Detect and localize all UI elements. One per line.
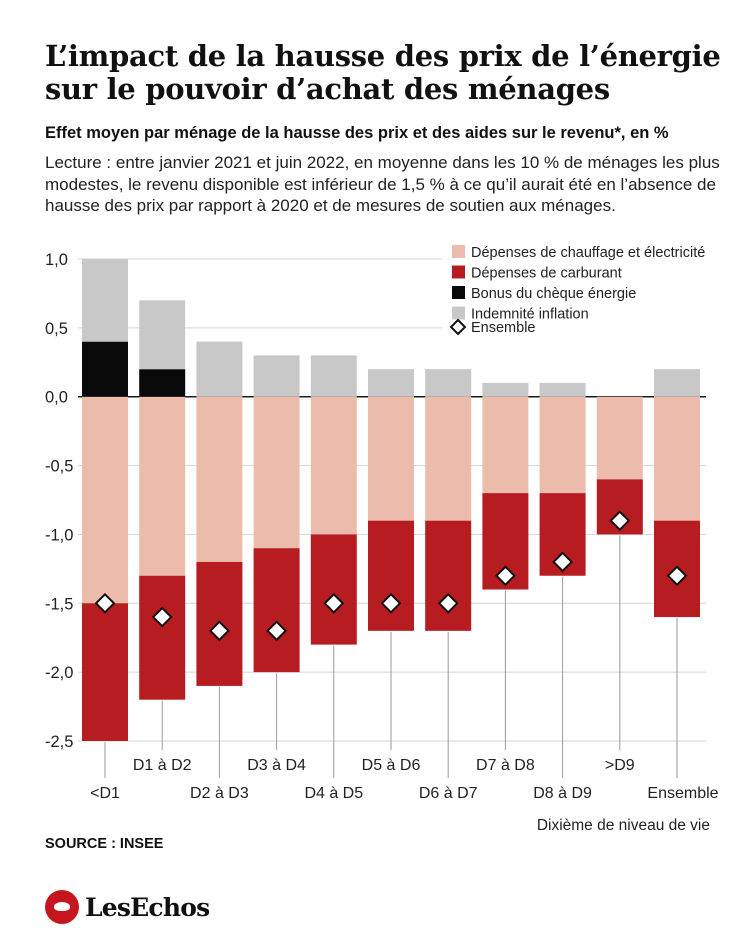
bar-depenses-de-carburant bbox=[253, 548, 300, 673]
x-tick-label: Ensemble bbox=[647, 785, 718, 802]
total-diamond-marker bbox=[380, 592, 402, 614]
total-diamond-marker bbox=[323, 592, 345, 614]
x-axis-title: Dixième de niveau de vie bbox=[537, 817, 710, 834]
bar-depenses-de-carburant bbox=[310, 534, 357, 645]
total-diamond-marker bbox=[437, 592, 459, 614]
bar-bonus-du-cheque-energie bbox=[139, 369, 186, 397]
bar-indemnite-inflation bbox=[368, 369, 414, 397]
legend-swatch-indemnite-inflation bbox=[452, 306, 465, 320]
x-tick-label: D6 à D7 bbox=[419, 785, 478, 802]
bar-indemnite-inflation bbox=[425, 369, 472, 397]
y-tick-label: -1,0 bbox=[45, 526, 73, 544]
bar-depenses-de-carburant bbox=[368, 520, 414, 631]
bar-indemnite-inflation bbox=[82, 259, 128, 342]
chart-title: L’impact de la hausse des prix de l’éner… bbox=[45, 40, 735, 106]
bar-depenses-de-chauffage-et-electricite bbox=[310, 396, 357, 535]
bar-depenses-de-carburant bbox=[425, 520, 472, 631]
brand-logo: LesEchos bbox=[45, 889, 210, 925]
total-diamond-marker bbox=[208, 620, 230, 642]
bar-depenses-de-chauffage-et-electricite bbox=[253, 396, 300, 549]
x-tick-label: D8 à D9 bbox=[533, 785, 592, 802]
total-diamond-marker bbox=[266, 620, 288, 642]
title-line-2: sur le pouvoir d’achat des ménages bbox=[45, 72, 610, 106]
y-tick-label: -0,5 bbox=[45, 458, 73, 476]
y-tick-label: 0,0 bbox=[45, 389, 68, 407]
source-label: SOURCE : INSEE bbox=[45, 836, 164, 852]
bar-depenses-de-chauffage-et-electricite bbox=[139, 396, 186, 576]
y-axis-ticks: 1,0 0,5 0,0 -0,5 -1,0 -1,5 -2,0 -2,5 bbox=[45, 251, 73, 751]
y-tick-label: -1,5 bbox=[45, 595, 73, 613]
legend-swatch-bonus-du-cheque-energie bbox=[452, 286, 465, 299]
bars bbox=[82, 259, 700, 741]
x-tick-label: D5 à D6 bbox=[362, 757, 421, 774]
bar-depenses-de-carburant bbox=[82, 603, 128, 741]
x-tick-label: D2 à D3 bbox=[190, 785, 249, 802]
bar-depenses-de-chauffage-et-electricite bbox=[482, 396, 529, 494]
legend-diamond-icon bbox=[449, 318, 467, 336]
x-tick-label: >D9 bbox=[605, 757, 635, 774]
bar-depenses-de-chauffage-et-electricite bbox=[654, 396, 700, 521]
bar-indemnite-inflation bbox=[253, 355, 300, 397]
total-diamond-marker bbox=[552, 551, 574, 573]
bar-depenses-de-chauffage-et-electricite bbox=[196, 396, 243, 562]
legend-swatch-depenses-de-carburant bbox=[452, 265, 465, 279]
reading-note: Lecture : entre janvier 2021 et juin 202… bbox=[45, 153, 720, 215]
legend-label: Dépenses de chauffage et électricité bbox=[471, 245, 705, 261]
bar-depenses-de-carburant bbox=[139, 575, 186, 700]
legend: Dépenses de chauffage et électricité Dépe… bbox=[442, 236, 742, 341]
chart-subtitle: Effet moyen par ménage de la hausse des … bbox=[45, 124, 669, 142]
bar-depenses-de-chauffage-et-electricite bbox=[539, 396, 586, 494]
x-axis-labels: <D1 D1 à D2 D2 à D3 D3 à D4 D4 à D5 D5 à D6 D6… bbox=[90, 757, 719, 802]
bar-indemnite-inflation bbox=[196, 341, 243, 397]
x-tick-label: D3 à D4 bbox=[247, 757, 306, 774]
y-tick-label: 1,0 bbox=[45, 251, 68, 269]
legend-label: Dépenses de carburant bbox=[471, 266, 622, 282]
x-tick-label: D4 à D5 bbox=[304, 785, 363, 802]
y-tick-label: 0,5 bbox=[45, 320, 68, 338]
total-diamond-marker bbox=[94, 592, 116, 614]
legend-label: Bonus du chèque énergie bbox=[471, 286, 636, 302]
category-leader-lines bbox=[104, 535, 678, 778]
x-tick-label: <D1 bbox=[90, 785, 120, 802]
brand-name: LesEchos bbox=[85, 892, 210, 922]
total-diamond-marker bbox=[494, 565, 516, 587]
bar-depenses-de-chauffage-et-electricite bbox=[368, 396, 414, 521]
legend-background bbox=[442, 236, 742, 341]
bar-indemnite-inflation bbox=[482, 382, 529, 397]
x-tick-label: D1 à D2 bbox=[133, 757, 192, 774]
brand-mark-icon bbox=[45, 890, 79, 924]
bar-bonus-du-cheque-energie bbox=[82, 341, 128, 397]
total-diamond-marker bbox=[666, 565, 688, 587]
y-tick-label: -2,0 bbox=[45, 664, 73, 682]
title-line-1: L’impact de la hausse des prix de l’éner… bbox=[45, 39, 721, 73]
bar-indemnite-inflation bbox=[310, 355, 357, 397]
legend-swatch-depenses-de-chauffage-et-electricite bbox=[452, 245, 465, 258]
legend-label: Indemnité inflation bbox=[471, 307, 589, 323]
bar-indemnite-inflation bbox=[139, 300, 186, 370]
total-markers bbox=[94, 510, 688, 642]
bar-depenses-de-chauffage-et-electricite bbox=[596, 396, 643, 480]
bar-indemnite-inflation bbox=[539, 382, 586, 397]
total-diamond-marker bbox=[609, 510, 631, 532]
x-tick-label: D7 à D8 bbox=[476, 757, 535, 774]
y-tick-label: -2,5 bbox=[45, 733, 73, 751]
total-diamond-marker bbox=[151, 606, 173, 628]
legend-label: Ensemble bbox=[471, 320, 535, 336]
bar-depenses-de-chauffage-et-electricite bbox=[82, 396, 128, 604]
bar-depenses-de-chauffage-et-electricite bbox=[425, 396, 472, 521]
bar-indemnite-inflation bbox=[654, 369, 700, 397]
